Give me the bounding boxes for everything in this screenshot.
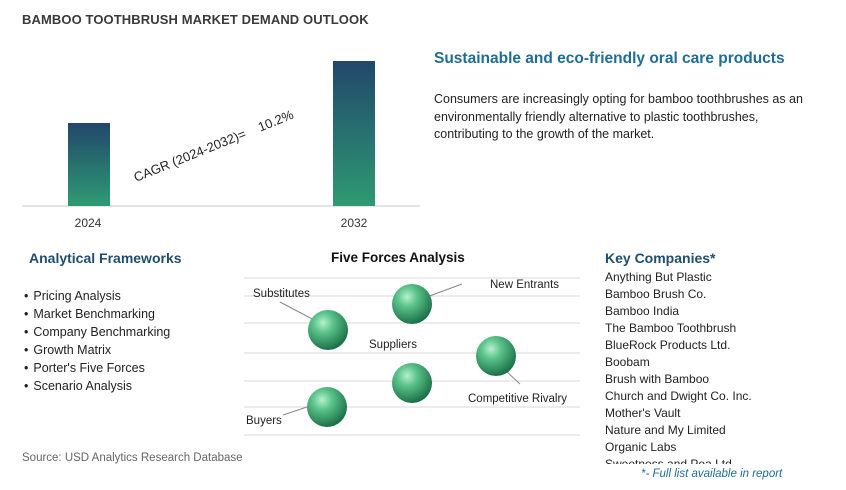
source-note: Source: USD Analytics Research Database — [22, 452, 243, 464]
list-item: Nature and My Limited — [605, 423, 726, 437]
highlight-title: Sustainable and eco-friendly oral care p… — [434, 50, 785, 67]
list-item: Bamboo India — [605, 304, 680, 318]
list-item: Market Benchmarking — [24, 305, 170, 323]
new-entrants-label: New Entrants — [490, 279, 559, 291]
list-item: Anything But Plastic — [605, 270, 712, 284]
list-item: Scenario Analysis — [24, 377, 170, 395]
list-item: BlueRock Products Ltd. — [605, 338, 731, 352]
list-item: Mother's Vault — [605, 406, 681, 420]
suppliers-sphere — [392, 363, 432, 403]
buyers-label: Buyers — [246, 415, 282, 427]
x-tick-2032: 2032 — [341, 216, 368, 230]
bar-2024 — [68, 123, 110, 206]
frameworks-title: Analytical Frameworks — [29, 250, 182, 266]
list-item: Bamboo Brush Co. — [605, 287, 707, 301]
list-item: Pricing Analysis — [24, 287, 170, 305]
list-item: Sweetness and Pea Ltd — [605, 457, 732, 464]
companies-title: Key Companies* — [605, 250, 716, 266]
competitive-rivalry-label: Competitive Rivalry — [468, 393, 567, 405]
list-item: Company Benchmarking — [24, 323, 170, 341]
list-item: Brush with Bamboo — [605, 372, 710, 386]
substitutes-label: Substitutes — [253, 288, 310, 300]
full-list-note: *- Full list available in report — [641, 468, 783, 480]
suppliers-label: Suppliers — [369, 339, 417, 351]
companies-list-container: Anything But Plastic Bamboo Brush Co. Ba… — [605, 269, 835, 464]
list-item: Church and Dwight Co. Inc. — [605, 389, 752, 403]
list-item: Growth Matrix — [24, 341, 170, 359]
connector-line — [423, 283, 463, 299]
new-entrants-sphere — [392, 284, 432, 324]
companies-list: Anything But Plastic Bamboo Brush Co. Ba… — [605, 269, 835, 464]
highlight-text: Consumers are increasingly opting for ba… — [434, 92, 803, 141]
buyers-sphere — [307, 387, 347, 427]
list-item: The Bamboo Toothbrush — [605, 321, 737, 335]
bar-2032 — [333, 61, 375, 206]
substitutes-sphere — [308, 310, 348, 350]
connector-line — [282, 405, 311, 416]
competitive-rivalry-sphere — [476, 336, 516, 376]
x-tick-2024: 2024 — [75, 216, 102, 230]
five-forces-title: Five Forces Analysis — [331, 250, 465, 265]
list-item: Boobam — [605, 355, 650, 369]
frameworks-list: Pricing Analysis Market Benchmarking Com… — [24, 287, 170, 395]
page-title: BAMBOO TOOTHBRUSH MARKET DEMAND OUTLOOK — [22, 12, 369, 27]
list-item: Porter's Five Forces — [24, 359, 170, 377]
list-item: Organic Labs — [605, 440, 677, 454]
